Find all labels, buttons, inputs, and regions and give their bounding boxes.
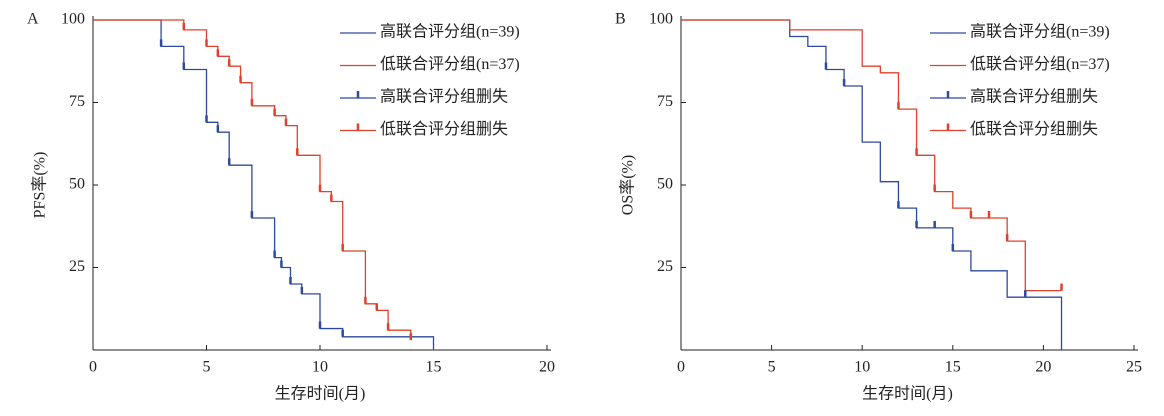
x-tick-label: 10 <box>312 359 328 376</box>
x-tick-label: 20 <box>1035 359 1051 376</box>
x-tick-label: 5 <box>203 359 211 376</box>
y-tick-label: 100 <box>61 11 85 28</box>
y-axis-label: PFS率(%) <box>31 152 49 219</box>
x-tick-label: 10 <box>854 359 870 376</box>
legend-label: 低联合评分组(n=37) <box>380 55 520 73</box>
legend-label: 低联合评分组删失 <box>970 120 1098 138</box>
legend-label: 高联合评分组(n=39) <box>380 23 520 41</box>
y-axis-label: OS率(%) <box>619 155 637 215</box>
y-tick-label: 50 <box>69 176 85 193</box>
x-tick-label: 0 <box>677 359 685 376</box>
x-tick-label: 25 <box>1126 359 1142 376</box>
x-tick-label: 20 <box>539 359 555 376</box>
panel-label: B <box>615 11 626 28</box>
x-tick-label: 15 <box>945 359 961 376</box>
y-tick-label: 25 <box>657 258 673 275</box>
y-tick-label: 75 <box>69 93 85 110</box>
legend-label: 低联合评分组删失 <box>380 120 508 138</box>
y-tick-label: 25 <box>69 258 85 275</box>
legend-label: 高联合评分组删失 <box>380 88 508 106</box>
legend-label: 高联合评分组删失 <box>970 88 1098 106</box>
survival-curve <box>93 19 435 350</box>
legend-label: 高联合评分组(n=39) <box>970 23 1110 41</box>
y-tick-label: 100 <box>649 11 673 28</box>
y-tick-label: 50 <box>657 176 673 193</box>
panel-label: A <box>27 11 39 28</box>
x-tick-label: 15 <box>426 359 442 376</box>
y-tick-label: 75 <box>657 93 673 110</box>
x-tick-label: 0 <box>89 359 97 376</box>
x-axis-label: 生存时间(月) <box>862 385 953 403</box>
survival-curve <box>681 19 1063 350</box>
x-tick-label: 5 <box>768 359 776 376</box>
x-axis-label: 生存时间(月) <box>275 385 366 403</box>
survival-curve <box>681 19 1062 292</box>
legend-label: 低联合评分组(n=37) <box>970 55 1110 73</box>
